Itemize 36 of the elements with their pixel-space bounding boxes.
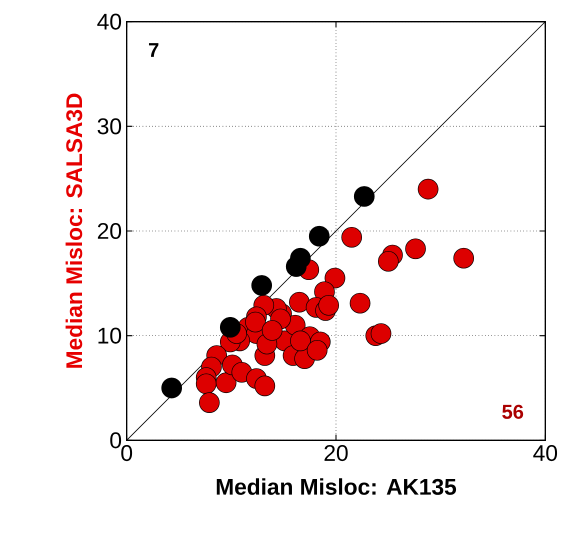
point [220, 316, 241, 338]
point [286, 256, 307, 277]
point [290, 330, 311, 352]
point [199, 392, 220, 413]
point [324, 268, 346, 288]
point [378, 251, 399, 272]
x-tick-label: 20 [324, 445, 348, 462]
point [306, 340, 328, 361]
point [354, 186, 375, 207]
point [350, 292, 370, 314]
point [161, 378, 182, 398]
point [318, 294, 340, 316]
point [251, 275, 272, 296]
point [196, 373, 217, 394]
point [370, 323, 392, 344]
point [418, 178, 438, 200]
point [289, 292, 310, 312]
point [453, 248, 474, 269]
y-tick-label: 30 [98, 118, 122, 134]
point [245, 312, 266, 332]
x-axis-title: Median Misloc: AK135 [216, 478, 456, 495]
point [262, 320, 282, 341]
annotation: 56 [502, 404, 524, 419]
point [254, 376, 276, 396]
point [341, 226, 362, 248]
y-tick-label: 10 [98, 328, 122, 344]
x-tick-label: 0 [121, 445, 132, 462]
x-tick-label: 40 [533, 445, 558, 462]
y-tick-label: 40 [97, 14, 122, 30]
y-tick-label: 0 [110, 432, 122, 448]
point [216, 372, 236, 394]
y-tick-label: 20 [98, 222, 122, 240]
point [405, 238, 426, 260]
annotation: 7 [148, 43, 158, 57]
point [308, 226, 330, 247]
y-axis-title: Median Misloc: SALSA3D [66, 94, 82, 368]
